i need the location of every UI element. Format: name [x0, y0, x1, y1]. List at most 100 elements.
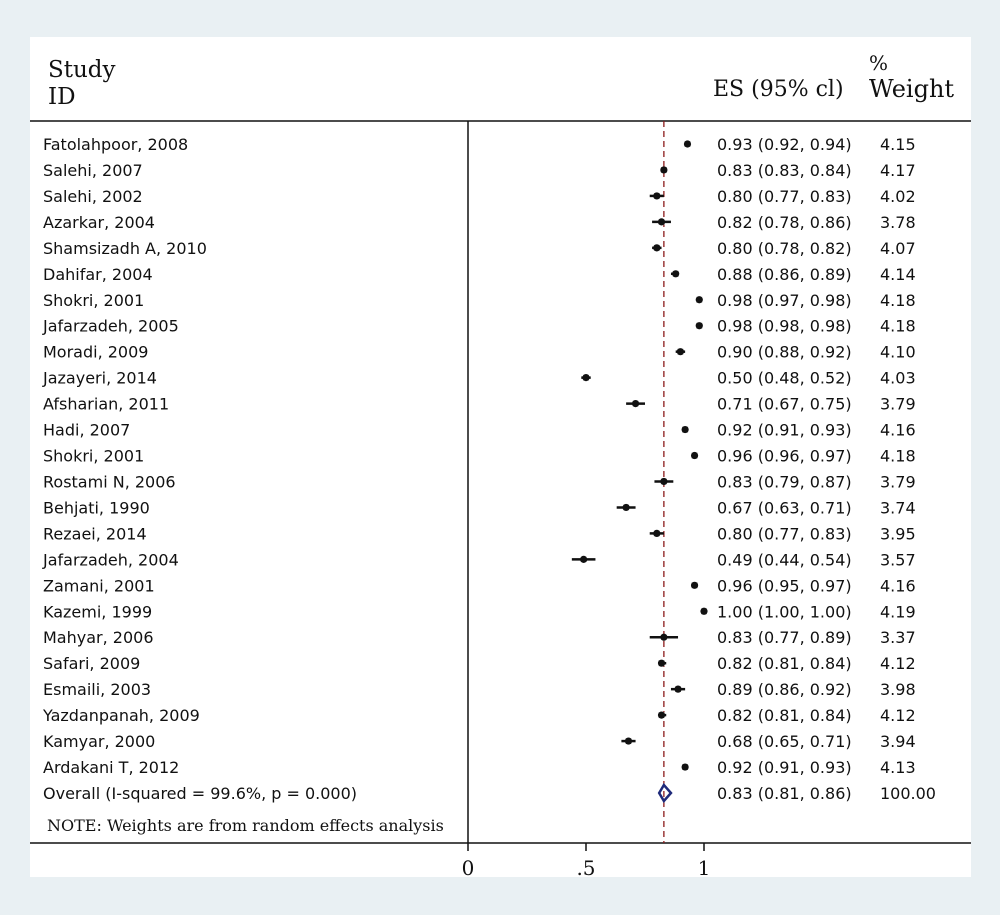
es-value: 0.49 (0.44, 0.54)	[717, 550, 852, 569]
weight-value: 3.37	[880, 628, 916, 647]
weight-value: 3.74	[880, 498, 916, 517]
point-estimate	[690, 581, 699, 589]
es-value: 0.89 (0.86, 0.92)	[717, 680, 852, 699]
weight-value: 3.98	[880, 680, 916, 699]
weight-value: 4.14	[880, 265, 916, 284]
weight-value: 4.18	[880, 317, 916, 336]
x-tick-label: 0	[462, 856, 475, 880]
weight-value: 3.79	[880, 395, 916, 414]
weight-value: 4.12	[880, 706, 916, 725]
es-value: 0.71 (0.67, 0.75)	[717, 395, 852, 414]
weight-value: 3.78	[880, 213, 916, 232]
point-estimate	[653, 529, 661, 538]
study-label: Hadi, 2007	[43, 421, 130, 440]
es-value: 0.98 (0.98, 0.98)	[717, 317, 852, 336]
es-value: 0.82 (0.78, 0.86)	[717, 213, 852, 232]
study-label: Fatolahpoor, 2008	[43, 135, 188, 154]
point-estimate	[683, 140, 692, 148]
weight-value: 4.17	[880, 161, 916, 180]
es-value: 0.82 (0.81, 0.84)	[717, 654, 852, 673]
point-estimate	[660, 166, 668, 174]
study-label: Yazdanpanah, 2009	[42, 706, 200, 725]
weight-value: 4.19	[880, 602, 916, 621]
study-label: Salehi, 2002	[43, 187, 143, 206]
point-estimate	[695, 296, 703, 304]
weight-value: 4.18	[880, 291, 916, 310]
es-header: ES (95% cl)	[713, 77, 844, 102]
x-tick-label: .5	[576, 856, 595, 880]
es-value: 0.96 (0.96, 0.97)	[717, 447, 852, 466]
study-label: Zamani, 2001	[43, 576, 155, 595]
study-label: Dahifar, 2004	[43, 265, 153, 284]
weight-value: 4.02	[880, 187, 916, 206]
es-value: 0.68 (0.65, 0.71)	[717, 732, 852, 751]
study-label: Afsharian, 2011	[43, 395, 169, 414]
point-estimate	[690, 451, 699, 460]
point-estimate	[674, 685, 682, 693]
overall-label: Overall (I-squared = 99.6%, p = 0.000)	[43, 784, 357, 803]
weight-value: 4.16	[880, 576, 916, 595]
study-header-line2: ID	[48, 84, 76, 110]
es-value: 0.80 (0.78, 0.82)	[717, 239, 852, 258]
overall-weight-value: 100.00	[880, 784, 936, 803]
weight-value: 4.15	[880, 135, 916, 154]
point-estimate	[676, 348, 685, 356]
point-estimate	[657, 711, 666, 719]
es-value: 0.83 (0.83, 0.84)	[717, 161, 852, 180]
study-label: Rezaei, 2014	[43, 524, 147, 543]
weight-value: 4.18	[880, 447, 916, 466]
es-value: 0.90 (0.88, 0.92)	[717, 343, 852, 362]
study-label: Behjati, 1990	[43, 498, 150, 517]
weight-value: 4.13	[880, 758, 916, 777]
point-estimate	[624, 737, 633, 745]
point-estimate	[631, 400, 640, 408]
study-label: Jazayeri, 2014	[42, 369, 157, 388]
es-value: 0.96 (0.95, 0.97)	[717, 576, 852, 595]
study-label: Kazemi, 1999	[43, 602, 152, 621]
x-tick-label: 1	[698, 856, 711, 880]
study-label: Esmaili, 2003	[43, 680, 151, 699]
es-value: 0.98 (0.97, 0.98)	[717, 291, 852, 310]
study-label: Moradi, 2009	[43, 343, 148, 362]
weight-value: 3.94	[880, 732, 916, 751]
weight-value: 3.79	[880, 472, 916, 491]
point-estimate	[657, 659, 666, 667]
point-estimate	[653, 244, 661, 252]
weight-value: 4.07	[880, 239, 916, 258]
weight-header-line1: %	[869, 51, 889, 75]
weight-value: 4.03	[880, 369, 916, 388]
study-label: Shokri, 2001	[43, 291, 144, 310]
es-value: 0.88 (0.86, 0.89)	[717, 265, 852, 284]
weight-value: 4.16	[880, 421, 916, 440]
es-value: 0.80 (0.77, 0.83)	[717, 187, 852, 206]
overall-diamond	[657, 782, 673, 804]
weight-value: 3.95	[880, 524, 916, 543]
study-label: Jafarzadeh, 2005	[42, 317, 179, 336]
es-value: 0.50 (0.48, 0.52)	[717, 369, 852, 388]
point-estimate	[660, 477, 668, 486]
study-label: Rostami N, 2006	[43, 472, 176, 491]
es-value: 0.82 (0.81, 0.84)	[717, 706, 852, 725]
point-estimate	[660, 633, 668, 641]
es-value: 0.92 (0.91, 0.93)	[717, 421, 852, 440]
es-value: 0.93 (0.92, 0.94)	[717, 135, 852, 154]
study-label: Shokri, 2001	[43, 447, 144, 466]
study-header-line1: Study	[48, 57, 116, 83]
es-value: 0.67 (0.63, 0.71)	[717, 498, 852, 517]
point-estimate	[681, 763, 689, 771]
point-estimate	[582, 374, 590, 382]
point-estimate	[653, 192, 661, 200]
es-value: 0.80 (0.77, 0.83)	[717, 524, 852, 543]
es-value: 1.00 (1.00, 1.00)	[717, 602, 852, 621]
es-value: 0.83 (0.79, 0.87)	[717, 472, 852, 491]
point-estimate	[695, 322, 703, 330]
weight-value: 4.12	[880, 654, 916, 673]
weight-header-line2: Weight	[869, 75, 955, 103]
point-estimate	[580, 555, 588, 563]
point-estimate	[657, 218, 666, 226]
study-label: Salehi, 2007	[43, 161, 143, 180]
study-label: Safari, 2009	[43, 654, 140, 673]
study-label: Kamyar, 2000	[43, 732, 155, 751]
es-value: 0.83 (0.77, 0.89)	[717, 628, 852, 647]
